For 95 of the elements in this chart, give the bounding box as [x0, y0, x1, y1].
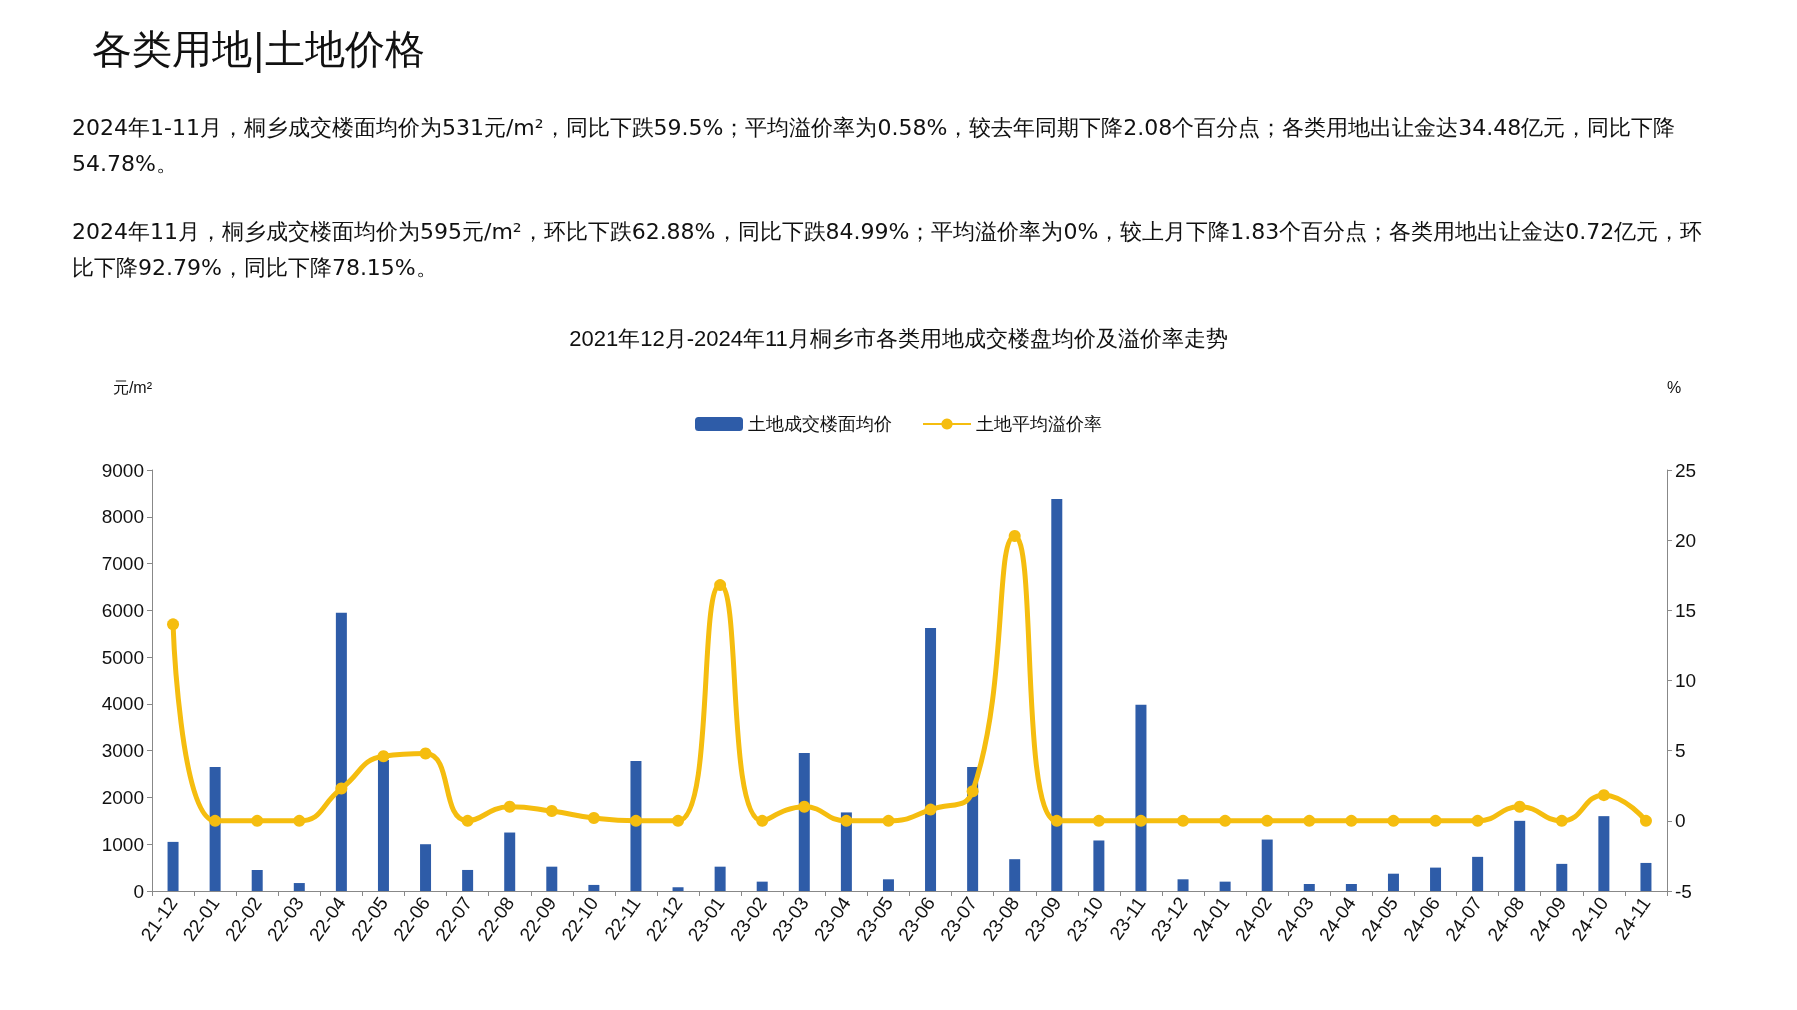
point — [1261, 814, 1274, 827]
text: 2024年11月，桐乡成交楼面均价为595元/m²，环比下跌62.88%，同比下跌84.99%；平均溢价率为0%，较上月下降1.83个百分点；各类用地出让金达0.72亿元，环比下降92.79%，同比下降78.15%。 — [72, 218, 1704, 282]
point — [798, 800, 811, 813]
point — [714, 579, 727, 592]
point — [377, 750, 390, 763]
point — [1639, 814, 1652, 827]
point — [882, 814, 895, 827]
y-tick-label: 9000 — [101, 459, 144, 481]
bar — [756, 881, 768, 891]
point — [629, 814, 642, 827]
bar — [335, 612, 347, 891]
point — [419, 747, 432, 760]
y2-tick-label: 25 — [1675, 459, 1697, 481]
y2-tick-label: 0 — [1675, 810, 1686, 832]
bar — [925, 628, 937, 891]
bar — [1430, 867, 1442, 891]
point — [1050, 814, 1063, 827]
point — [840, 814, 853, 827]
point — [1513, 800, 1526, 813]
text: 2024年1-11月，桐乡成交楼面均价为531元/m²，同比下跌59.5%；平均溢价率为0.58%，较去年同期下降2.08个百分点；各类用地出让金达34.48亿元，同比下降54.78%。 — [72, 114, 1677, 178]
y2-tick-label: 5 — [1675, 740, 1686, 762]
bar — [1219, 881, 1231, 891]
y-tick-label: 6000 — [101, 599, 144, 621]
point — [1008, 529, 1021, 542]
point — [251, 814, 264, 827]
bar — [1514, 820, 1526, 891]
bar — [377, 760, 389, 891]
point — [587, 812, 600, 825]
bar — [714, 866, 726, 891]
point — [1134, 814, 1147, 827]
bar — [1472, 856, 1484, 891]
legend-label: 土地成交楼面均价 — [748, 414, 892, 434]
bar — [209, 767, 221, 891]
point — [1471, 814, 1484, 827]
y2-axis-title: % — [1667, 378, 1682, 396]
point — [209, 814, 222, 827]
y-tick-label: 3000 — [101, 740, 144, 762]
y-tick-label: 7000 — [101, 553, 144, 575]
y-tick-label: 0 — [133, 880, 144, 902]
point — [672, 814, 685, 827]
point — [167, 618, 180, 631]
point — [756, 814, 769, 827]
y2-tick-label: 10 — [1675, 670, 1697, 691]
bar — [1556, 863, 1568, 891]
point — [503, 800, 516, 813]
bar — [251, 869, 263, 891]
point — [1177, 814, 1190, 827]
bar — [798, 753, 810, 891]
point — [1345, 814, 1358, 827]
legend-label: 土地平均溢价率 — [976, 414, 1102, 434]
y2-tick-label: -5 — [1675, 880, 1692, 902]
point — [1555, 814, 1568, 827]
bar — [1009, 859, 1021, 891]
y-tick-label: 2000 — [101, 786, 144, 808]
bar — [462, 869, 474, 891]
bar — [1640, 862, 1652, 891]
bar — [1387, 873, 1399, 891]
point — [545, 805, 558, 818]
bar — [504, 832, 516, 891]
point — [1429, 814, 1442, 827]
bar — [630, 760, 642, 891]
point — [1387, 814, 1400, 827]
bar — [1177, 879, 1189, 891]
bar — [588, 884, 600, 891]
bar — [1303, 883, 1315, 891]
point — [461, 814, 474, 827]
chart-subtitle: 2021年12月-2024年11月桐乡市各类用地成交楼盘均价及溢价率走势 — [569, 325, 1228, 351]
bar — [672, 887, 684, 891]
y-tick-label: 4000 — [101, 693, 144, 715]
point — [1219, 814, 1232, 827]
point — [1597, 789, 1610, 802]
point — [966, 785, 979, 798]
point — [1092, 814, 1105, 827]
y2-tick-label: 15 — [1675, 599, 1697, 621]
y-axis-title: 元/m² — [112, 378, 153, 396]
bar — [293, 883, 305, 891]
bar — [167, 841, 179, 891]
y2-tick-label: 20 — [1675, 529, 1697, 551]
y-tick-label: 5000 — [101, 646, 144, 668]
chart-title: 各类用地|土地价格 — [92, 25, 426, 75]
bar — [1345, 883, 1357, 891]
bar — [1093, 840, 1105, 891]
point — [335, 782, 348, 795]
bar — [546, 866, 558, 891]
point — [1303, 814, 1316, 827]
bar — [1598, 816, 1610, 891]
bar — [882, 879, 894, 891]
point — [924, 803, 937, 816]
bar — [1051, 499, 1063, 891]
bar — [1261, 839, 1273, 891]
bar — [420, 844, 432, 891]
point — [293, 814, 306, 827]
bar — [1135, 704, 1147, 891]
y-tick-label: 8000 — [101, 506, 144, 528]
y-tick-label: 1000 — [101, 833, 144, 855]
